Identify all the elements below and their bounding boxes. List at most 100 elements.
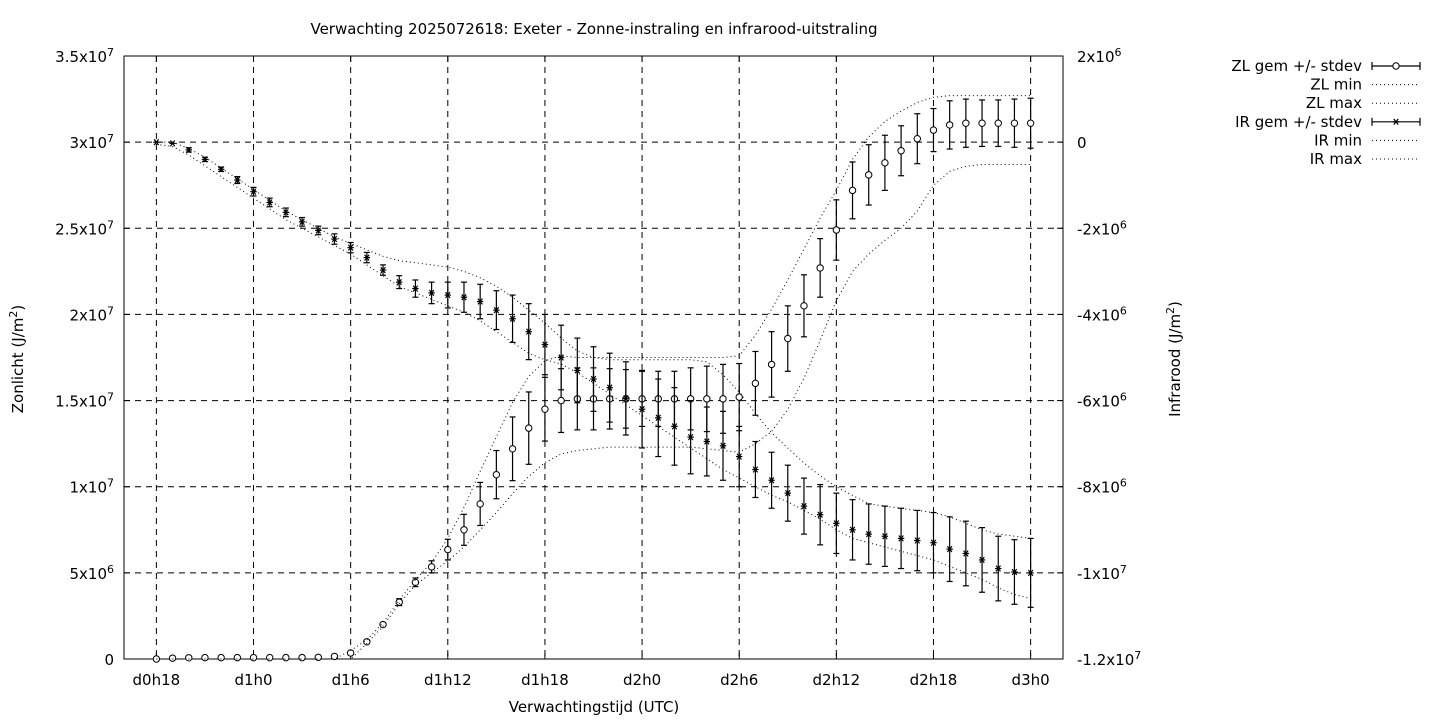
ir-point	[849, 526, 856, 534]
ir-point	[946, 545, 953, 553]
ir-point	[606, 384, 613, 391]
zl-point	[881, 159, 889, 167]
ir-point	[315, 227, 321, 234]
zl-point	[476, 500, 484, 508]
zl-point	[233, 653, 242, 662]
zl-point	[945, 121, 954, 129]
grid-lines	[124, 55, 1063, 660]
zl-point	[557, 396, 565, 405]
ir-point	[526, 328, 532, 335]
ir-point	[234, 176, 241, 184]
series-ir-gem-stdev	[153, 138, 1034, 608]
x-tick-label: d1h18	[521, 671, 569, 689]
ir-point	[493, 306, 500, 314]
series	[152, 95, 1035, 663]
ir-point	[995, 565, 1001, 572]
plot-frame	[123, 55, 1064, 660]
zl-point	[346, 649, 355, 657]
ir-point	[428, 289, 435, 297]
ir-point	[283, 209, 289, 216]
series-line	[156, 164, 1031, 660]
zl-point	[185, 654, 193, 662]
ir-point	[380, 266, 386, 274]
y-tick-label: 0	[104, 651, 114, 669]
ir-point	[963, 550, 969, 557]
zl-point	[460, 526, 468, 534]
ir-point	[153, 138, 160, 146]
ir-point	[768, 477, 775, 484]
ir-point	[882, 532, 888, 540]
y-tick-label: 3.5x107	[55, 46, 114, 66]
zl-point	[266, 653, 274, 662]
x-tick-label: d0h18	[133, 671, 181, 689]
x-tick-label: d1h0	[234, 671, 272, 689]
zl-point	[201, 653, 209, 662]
y-axis-label: Zonlicht (J/m2)	[7, 305, 27, 414]
ir-point	[979, 556, 985, 564]
y2-tick-label: 2x106	[1077, 46, 1122, 66]
series-ir-max	[156, 141, 1031, 539]
zl-point	[962, 119, 970, 127]
zl-point	[282, 653, 290, 662]
ir-point	[898, 535, 904, 542]
zl-point	[330, 652, 339, 661]
y2-tick-label: 0	[1077, 134, 1087, 152]
ir-point	[736, 453, 742, 460]
ir-point	[266, 199, 273, 206]
series-zl-min	[156, 164, 1031, 660]
zl-point	[508, 445, 517, 453]
y2-tick-label: -2x106	[1077, 218, 1127, 238]
ir-point	[623, 395, 629, 402]
ir-point	[186, 146, 192, 154]
zl-point	[913, 134, 921, 143]
zl-point	[800, 302, 808, 310]
ir-point	[914, 537, 921, 544]
zl-point	[525, 424, 533, 432]
zl-point	[832, 226, 841, 234]
ir-point	[704, 438, 710, 445]
zl-point	[395, 598, 403, 606]
zl-point	[1026, 119, 1035, 127]
zl-point	[929, 126, 938, 134]
zl-point	[1010, 119, 1019, 127]
x-tick-label: d2h18	[910, 671, 958, 689]
ir-point	[801, 502, 807, 510]
zl-point	[541, 405, 549, 413]
ir-point	[331, 235, 338, 243]
zl-point	[735, 393, 743, 401]
ir-point	[412, 285, 419, 292]
ir-point	[364, 254, 370, 261]
zl-point	[816, 264, 824, 272]
y2-axis-label: Infrarood (J/m2)	[1164, 301, 1184, 417]
zl-point	[217, 653, 225, 662]
legend-label: ZL gem +/- stdev	[1231, 57, 1362, 75]
ir-point	[687, 433, 694, 441]
y-tick-label: 1.5x107	[55, 391, 114, 411]
ir-point	[833, 520, 840, 527]
legend-label: IR gem +/- stdev	[1235, 113, 1362, 131]
ir-point	[477, 298, 483, 305]
ir-point	[1027, 569, 1034, 577]
ir-point	[866, 530, 872, 538]
ir-point	[542, 341, 548, 348]
x-tick-label: d3h0	[1012, 671, 1050, 689]
ir-point	[445, 291, 451, 299]
legend-label: ZL min	[1310, 76, 1362, 94]
y2-tick-label: -1.2x107	[1077, 649, 1141, 669]
zl-point	[751, 379, 760, 388]
y-tick-label: 2.5x107	[55, 218, 114, 238]
zl-point	[298, 653, 306, 662]
ir-point	[396, 278, 402, 286]
ir-point	[590, 375, 597, 383]
y-tick-label: 5x106	[69, 563, 114, 583]
chart-title: Verwachting 2025072618: Exeter - Zonne-i…	[310, 20, 877, 38]
zl-point	[427, 563, 436, 571]
ir-point	[1011, 568, 1018, 576]
zl-point	[767, 360, 776, 369]
y-tick-label: 1x107	[69, 477, 114, 497]
ir-point	[671, 423, 678, 430]
zl-point	[897, 147, 905, 155]
y2-tick-label: -8x106	[1077, 477, 1127, 497]
ir-point	[299, 218, 305, 226]
